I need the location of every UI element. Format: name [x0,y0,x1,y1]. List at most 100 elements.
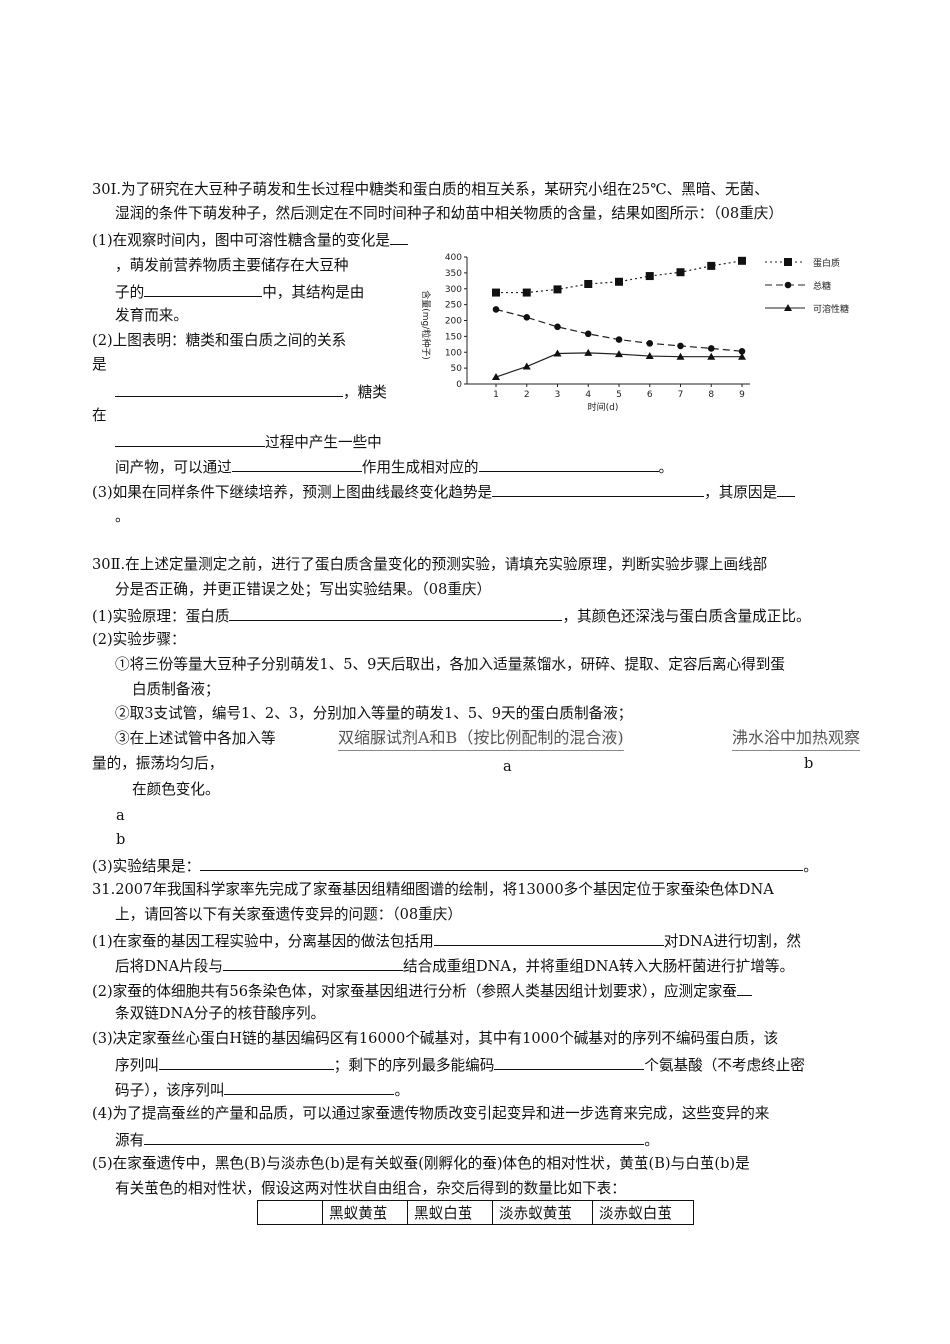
legend-marker [784,304,792,311]
answer-blank[interactable] [222,955,403,971]
table-header: 淡赤蚁白茧 [592,1200,694,1225]
q31-line: 上，请回答以下有关家蚕遗传变异的问题：（08重庆） [115,906,462,923]
answer-blank[interactable] [200,855,804,871]
answer-blank[interactable] [115,431,265,447]
q30a-line: ，萌发前营养物质主要储存在大豆种 [115,257,349,274]
x-tick-label: 8 [708,390,714,400]
q30a-line: 在 [92,407,107,424]
y-tick-label: 200 [445,317,462,327]
q31-line: 后将DNA片段与 结合成重组DNA，并将重组DNA转入大肠杆菌进行扩增等。 [115,955,794,977]
data-point [553,349,562,357]
text: (1)实验原理：蛋白质 [92,608,230,625]
q30b-step1: ①将三份等量大豆种子分别萌发1、5、9天后取出，各加入适量蒸馏水，研碎、提取、定… [115,656,785,673]
q31-q3: (3)决定家蚕丝心蛋白H链的基因编码区有16000个碱基对，其中有1000个碱基… [92,1030,779,1047]
q30a-line: 子的 中，其结构是由 [115,281,364,303]
text: ，其原因是 [704,484,778,501]
x-tick-label: 6 [647,390,653,400]
text: 子的 [115,284,145,301]
q30a-line: 过程中产生一些中 [115,431,382,453]
answer-blank[interactable] [144,1129,645,1145]
legend-marker [784,258,792,266]
answer-blank[interactable] [494,1054,645,1070]
answer-blank[interactable] [231,456,362,472]
q30a-q2: (2)上图表明：糖类和蛋白质之间的关系 [92,332,347,349]
data-point [707,261,716,270]
text: 。 [644,1132,659,1149]
x-tick-label: 7 [678,390,684,400]
answer-blank[interactable] [229,605,563,621]
series-line-1 [495,308,743,352]
insert-mark-b: b [804,755,814,772]
q30a-line: 间产物，可以通过 作用生成相对应的 。 [115,456,673,478]
data-point [707,352,716,360]
text: (1)在家蚕的基因工程实验中，分离基因的做法包括用 [92,933,434,950]
text: 过程中产生一些中 [265,434,382,451]
data-point [676,352,685,360]
text: (3)如果在同样条件下继续培养，预测上图曲线最终变化趋势是 [92,484,493,501]
q30b-line: 在颜色变化。 [132,781,220,798]
data-point [584,330,592,338]
answer-blank[interactable] [492,481,705,497]
answer-blank[interactable] [158,1054,334,1070]
table-header: 黑蚁白茧 [407,1200,493,1225]
q30b-line: 分是否正确，并更正错误之处；写出实验结果。（08重庆） [115,581,492,598]
data-point [707,345,715,352]
data-point [615,350,623,358]
series-line-0 [496,260,743,294]
data-point [645,272,654,281]
x-tick-label: 5 [616,390,622,400]
data-point [522,362,531,370]
q30b-line: a [116,807,125,824]
x-tick-label: 4 [585,390,591,400]
data-point [677,342,684,350]
data-point [492,373,500,381]
table-header: 淡赤蚁黄茧 [492,1200,593,1225]
answer-blank[interactable] [478,456,659,472]
x-tick-label: 1 [493,390,499,400]
data-point [738,347,746,355]
text: 作用生成相对应的 [361,459,479,476]
q31-line: 码子），该序列叫 。 [115,1079,409,1101]
x-axis-label: 时间(d) [588,401,619,413]
text: (2)家蚕的体细胞共有56条染色体，对家蚕基因组进行分析（参照人类基因组计划要求… [92,983,737,1000]
data-point [676,268,685,277]
answer-blank[interactable] [736,980,752,996]
table-header [257,1200,323,1225]
legend-label: 总糖 [813,280,831,292]
text: 。 [803,858,818,875]
underlined-insert-b: 沸水浴中加热观察 [732,728,861,751]
answer-blank[interactable] [389,229,408,245]
answer-blank[interactable] [115,381,343,397]
q30b-step3: ③在上述试管中各加入等 [115,730,276,747]
data-point [554,323,561,331]
y-tick-label: 150 [445,332,462,342]
answer-blank[interactable] [433,930,664,946]
y-tick-label: 300 [445,285,462,295]
text: 。 [394,1082,410,1099]
data-point [615,277,623,286]
answer-blank[interactable] [144,281,263,297]
data-point [584,348,593,356]
data-point [738,352,746,360]
text: ；剩下的序列最多能编码 [333,1057,495,1074]
data-point [645,352,654,360]
q30a-line: 。 [115,508,130,525]
q30a-line: 30Ⅰ.为了研究在大豆种子萌发和生长过程中糖类和蛋白质的相互关系，某研究小组在2… [92,181,769,198]
q31-q1: (1)在家蚕的基因工程实验中，分离基因的做法包括用 对DNA进行切割，然 [92,930,801,952]
text: (3)实验结果是： [92,858,201,875]
q30b-q3: (3)实验结果是： 。 [92,855,818,877]
line-chart: 0 50 100 150 200 250 300 350 400 1 2 3 4 5 6 7 8 9 时间(d) 含量… [420,253,849,413]
answer-blank[interactable] [224,1079,395,1095]
data-point [646,340,654,347]
answer-blank[interactable] [777,481,796,497]
legend-label: 蛋白质 [813,257,840,269]
q31-line: 序列叫 ；剩下的序列最多能编码 个氨基酸（不考虑终止密 [115,1054,805,1076]
text: 间产物，可以通过 [115,459,232,476]
legend-marker [784,281,792,289]
q30b-step2: ②取3支试管，编号1、2、3，分别加入等量的萌发1、5、9天的蛋白质制备液； [115,705,633,722]
q30a-q3: (3)如果在同样条件下继续培养，预测上图曲线最终变化趋势是 ，其原因是 [92,481,796,503]
q31-line: 31.2007年我国科学家率先完成了家蚕基因组精细图谱的绘制，将13000多个基… [92,881,774,898]
text: 码子），该序列叫 [115,1082,225,1099]
q31-line: 源有 。 [115,1129,659,1151]
